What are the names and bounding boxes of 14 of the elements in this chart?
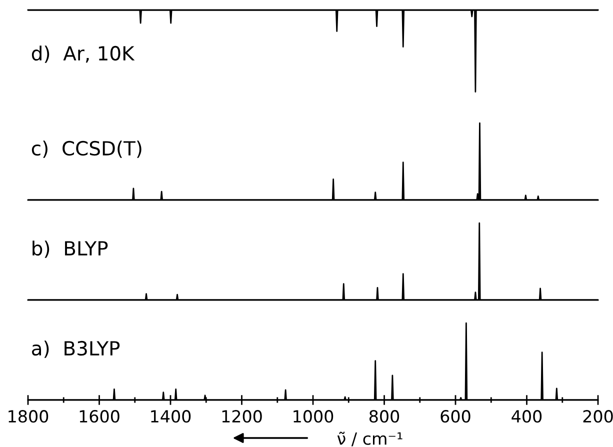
x-tick-label: 1600 (80, 410, 120, 423)
text: c) CCSD(T) (32, 140, 142, 158)
text: a) B3LYP (32, 340, 120, 358)
x-axis-title: ν̃ / cm⁻¹ (337, 432, 402, 446)
x-tick-label: 400 (512, 410, 542, 423)
x-tick-label: 1000 (294, 410, 334, 423)
x-tick-label: 1800 (8, 410, 48, 423)
x-tick-label: 1400 (151, 410, 191, 423)
text: d) Ar, 10K (32, 46, 135, 63)
x-tick-label: 600 (440, 410, 470, 423)
x-tick-label: 800 (369, 410, 400, 423)
x-tick-label: 200 (583, 410, 613, 423)
x-tick-label: 1200 (222, 410, 262, 423)
text: b) BLYP (32, 240, 108, 258)
